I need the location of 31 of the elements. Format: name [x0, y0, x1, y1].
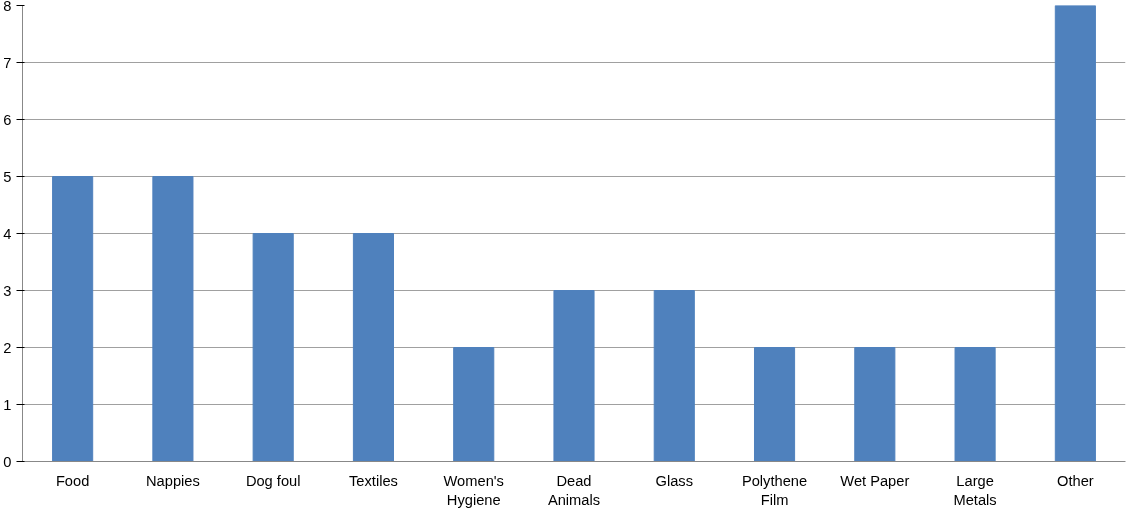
bar: [453, 347, 495, 462]
y-tick-label: 3: [3, 282, 12, 299]
x-tick-label: Dead Animals: [547, 472, 601, 508]
x-tick-label: Polythene Film: [741, 472, 808, 508]
x-tick-label: Large Metals: [953, 472, 997, 508]
x-tick-label: Women's Hygiene: [443, 472, 504, 508]
y-tick-label: 0: [3, 453, 12, 470]
x-tick-label: Dog foul: [245, 472, 301, 489]
y-tick-label: 1: [3, 396, 12, 413]
x-tick-label: Food: [55, 472, 90, 489]
bar: [152, 176, 194, 462]
x-tick-label: Nappies: [146, 472, 200, 489]
bar: [753, 347, 796, 462]
bar: [553, 290, 595, 462]
bar: [854, 347, 896, 462]
bar: [653, 290, 695, 462]
x-tick-label: Wet Paper: [840, 472, 910, 489]
y-tick-label: 2: [3, 339, 12, 356]
bar: [52, 176, 94, 462]
x-tick-label: Other: [1057, 472, 1094, 489]
bar: [1054, 5, 1096, 462]
bar: [352, 233, 395, 462]
y-tick-label: 5: [3, 168, 12, 185]
y-tick-label: 7: [3, 54, 12, 71]
bar: [252, 233, 294, 462]
y-tick-label: 6: [3, 111, 12, 128]
y-tick-label: 8: [3, 0, 12, 14]
y-tick-label: 4: [3, 225, 12, 242]
x-tick-label: Glass: [655, 472, 694, 489]
bar: [954, 347, 996, 462]
x-tick-label: Textiles: [349, 472, 398, 489]
